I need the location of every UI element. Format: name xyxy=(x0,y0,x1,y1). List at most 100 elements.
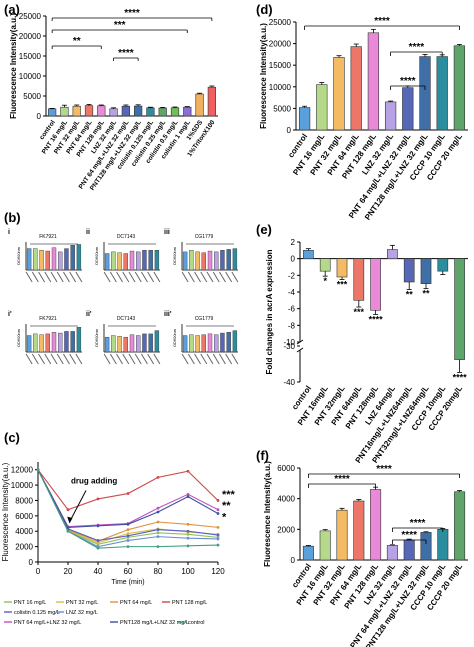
bar xyxy=(436,56,448,131)
sig-label: *** xyxy=(354,307,365,317)
sig-label: **** xyxy=(400,76,416,87)
x-tick-label xyxy=(219,271,226,283)
data-point xyxy=(216,508,220,512)
subpanel-title: CG1779 xyxy=(195,234,214,240)
data-point xyxy=(186,532,190,536)
x-tick-label xyxy=(231,271,239,283)
x-tick-label xyxy=(116,271,123,283)
bar xyxy=(148,333,153,353)
y-tick-label: 20000 xyxy=(269,40,292,49)
sig-label: **** xyxy=(376,464,392,475)
bar xyxy=(146,107,155,117)
legend-label: LNZ 32 mg/L xyxy=(66,610,98,616)
y-axis-label: OD600nm xyxy=(172,246,177,265)
sig-label: **** xyxy=(410,518,426,529)
bar xyxy=(182,335,188,353)
bar xyxy=(70,331,75,353)
x-tick-label xyxy=(200,353,208,365)
bar xyxy=(51,332,57,353)
x-tick-label xyxy=(187,353,195,365)
x-tick-label: 120 xyxy=(211,567,225,576)
y-tick-label: 20000 xyxy=(19,32,42,41)
sig-label: ** xyxy=(73,36,81,47)
x-tick-label xyxy=(134,271,142,283)
subpanel-i: i FK7921 OD600nm xyxy=(8,229,83,283)
bar xyxy=(183,106,192,117)
bar xyxy=(104,336,110,353)
y-tick-label: -2 xyxy=(288,271,296,280)
data-point xyxy=(156,528,160,532)
x-tick-label xyxy=(225,271,233,283)
x-tick-label xyxy=(122,353,130,365)
y-axis-label: OD600nm xyxy=(94,328,99,347)
bar xyxy=(201,252,206,271)
sig-label: ** xyxy=(422,289,430,299)
bar xyxy=(104,253,110,271)
y-tick-label: 10000 xyxy=(11,481,34,490)
sig-label: **** xyxy=(118,48,134,59)
panel-label: (a) xyxy=(4,2,20,17)
y-tick-label: 0 xyxy=(29,558,34,567)
data-point xyxy=(186,536,190,540)
legend-label: PNT128 mg/L+LNZ 32 mg/L xyxy=(120,620,189,626)
y-tick-label: 15000 xyxy=(269,61,292,70)
bar xyxy=(207,333,213,353)
bar xyxy=(26,248,32,271)
data-point xyxy=(186,492,190,496)
legend-label: colistin 0.125 mg/L xyxy=(14,610,60,616)
y-tick-label: 25000 xyxy=(269,18,292,27)
bar xyxy=(117,252,122,271)
data-point xyxy=(216,533,220,537)
data-point xyxy=(96,524,100,528)
bar xyxy=(220,332,225,353)
bar xyxy=(142,250,147,271)
sig-label: **** xyxy=(401,530,417,541)
bar xyxy=(39,334,44,353)
y-tick-label: 0 xyxy=(291,556,296,565)
axis-break xyxy=(296,347,304,353)
subpanel-label: ii xyxy=(86,229,90,236)
sig-label: **** xyxy=(124,8,140,19)
y-tick-label: 0 xyxy=(291,255,296,264)
sig-label: *** xyxy=(337,280,348,290)
bar xyxy=(336,509,348,561)
data-point xyxy=(126,528,130,532)
y-tick-label: 25000 xyxy=(19,12,42,21)
sig-label: **** xyxy=(409,42,425,53)
x-tick-label xyxy=(206,271,214,283)
data-point xyxy=(126,539,130,542)
data-point xyxy=(126,532,130,535)
data-point xyxy=(186,495,190,499)
bar xyxy=(319,258,331,272)
bar xyxy=(226,332,231,353)
x-tick-label: 80 xyxy=(154,567,163,576)
x-tick-label xyxy=(225,353,233,365)
x-tick-label xyxy=(38,271,45,283)
bar xyxy=(109,108,118,117)
bar xyxy=(437,529,449,561)
bar xyxy=(84,105,94,117)
sig-label: **** xyxy=(453,372,468,382)
y-tick-label: 10000 xyxy=(19,72,42,81)
bar xyxy=(384,101,397,131)
bar xyxy=(70,245,75,271)
x-tick-label xyxy=(31,353,39,365)
x-tick-label xyxy=(219,353,226,365)
subpanel-title: FK7921 xyxy=(39,234,57,240)
y-tick-label: 2000 xyxy=(277,525,295,534)
x-tick-label xyxy=(75,353,83,365)
bar xyxy=(207,86,216,117)
data-point xyxy=(126,534,130,538)
bar xyxy=(189,334,194,353)
panel-label: (e) xyxy=(256,222,272,237)
y-axis-label: OD600nm xyxy=(94,246,99,265)
y-tick-label: 0 xyxy=(37,112,42,121)
x-tick-label xyxy=(212,353,220,365)
x-tick-label xyxy=(25,353,33,365)
bar xyxy=(201,334,206,353)
bar xyxy=(121,105,130,117)
bar xyxy=(72,105,81,117)
x-tick-label xyxy=(25,271,33,283)
